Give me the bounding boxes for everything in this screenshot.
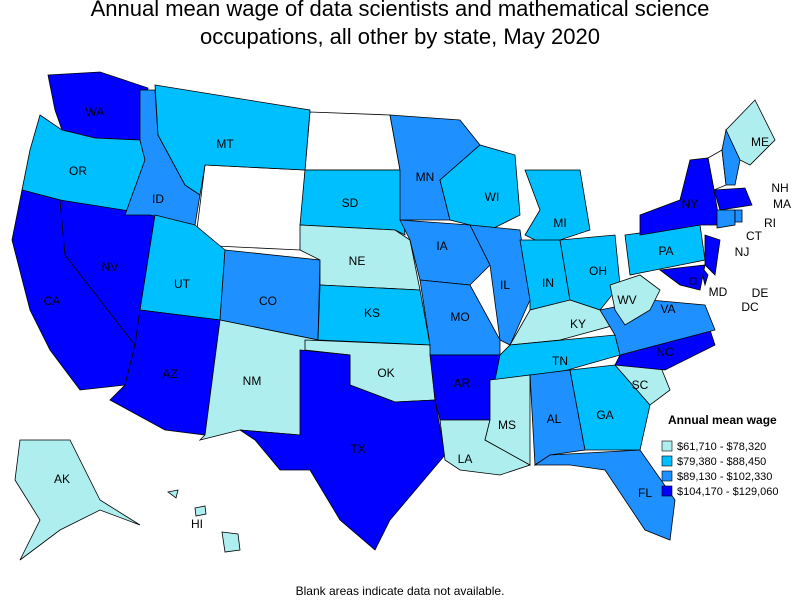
state-label: OR <box>69 164 87 178</box>
state-label: ID <box>152 192 164 206</box>
state <box>689 277 697 285</box>
state <box>639 157 721 236</box>
state-label: WA <box>86 105 105 119</box>
state-label: DE <box>752 286 769 300</box>
state-label: CO <box>259 294 277 308</box>
state-label: MT <box>216 137 234 151</box>
state-label: NC <box>656 345 674 359</box>
legend-label: $61,710 - $78,320 <box>677 441 766 453</box>
state-label: AZ <box>162 367 177 381</box>
state-label: WV <box>617 293 636 307</box>
state-label: MS <box>498 418 516 432</box>
state-label: MO <box>450 310 469 324</box>
state-label: LA <box>458 452 473 466</box>
states: WA OR CA NV ID MT UT AZ CO NM SD NE KS OK TX MN IA MO AR LA… <box>11 71 791 561</box>
state <box>721 128 741 186</box>
state-label: CA <box>44 294 61 308</box>
state-label: VA <box>660 302 675 316</box>
state <box>14 439 141 561</box>
state-label: AR <box>454 376 471 390</box>
state <box>529 369 586 466</box>
state-label: CT <box>746 229 763 243</box>
legend-label: $89,130 - $102,330 <box>677 471 772 483</box>
state <box>569 364 651 451</box>
state-label: PA <box>658 244 673 258</box>
state-label: FL <box>638 486 652 500</box>
state <box>524 169 591 246</box>
state-label: HI <box>191 517 203 531</box>
state <box>716 209 736 229</box>
legend-label: $104,170 - $129,060 <box>677 486 779 498</box>
state <box>559 234 621 311</box>
state-label: OK <box>377 366 394 380</box>
state-label: IN <box>542 276 554 290</box>
legend-label: $79,380 - $88,450 <box>677 456 766 468</box>
legend: Annual mean wage $61,710 - $78,320 $79,380… <box>661 413 779 498</box>
state-label: IL <box>500 278 510 292</box>
state <box>533 449 676 541</box>
state <box>221 531 241 553</box>
state-label: UT <box>174 277 191 291</box>
state <box>239 349 446 551</box>
state-label: SC <box>632 378 649 392</box>
state-label: IA <box>436 239 447 253</box>
state-label: AL <box>547 412 562 426</box>
state-label: NH <box>771 181 788 195</box>
state-label: AK <box>54 472 70 486</box>
legend-title: Annual mean wage <box>668 413 777 427</box>
state <box>194 505 207 517</box>
state-label: MN <box>416 170 435 184</box>
state-label: NV <box>102 260 119 274</box>
state <box>609 274 661 326</box>
state-no-data <box>304 111 401 171</box>
state-label: WI <box>485 190 500 204</box>
state-label: KS <box>364 306 380 320</box>
state <box>439 144 521 231</box>
map-title: Annual mean wage of data scientists and … <box>91 0 710 49</box>
state-no-data <box>194 164 306 251</box>
legend-swatch <box>661 455 673 467</box>
state <box>704 234 721 276</box>
state-label: NJ <box>735 245 750 259</box>
state-label: MI <box>553 216 566 230</box>
state <box>734 209 743 223</box>
state-label: GA <box>596 408 613 422</box>
state-label: MD <box>709 285 728 299</box>
state-label: ME <box>751 135 769 149</box>
state <box>154 84 311 196</box>
legend-swatch <box>661 470 673 482</box>
state-label: TN <box>552 354 568 368</box>
state <box>658 264 706 291</box>
state <box>713 187 753 211</box>
state <box>299 169 406 236</box>
footnote: Blank areas indicate data not available. <box>296 584 505 598</box>
state-label: SD <box>342 196 359 210</box>
state-label: TX <box>350 442 365 456</box>
state-label: DC <box>741 300 759 314</box>
state <box>484 374 531 466</box>
state-label: RI <box>764 216 776 230</box>
state-label: KY <box>570 317 586 331</box>
state <box>167 489 179 499</box>
state-label: OH <box>589 264 607 278</box>
legend-swatch <box>661 440 673 452</box>
legend-swatch <box>661 485 673 497</box>
state-label: NM <box>243 374 262 388</box>
state-label: MA <box>773 197 791 211</box>
state-label: NE <box>349 254 366 268</box>
state-label: NY <box>682 197 699 211</box>
